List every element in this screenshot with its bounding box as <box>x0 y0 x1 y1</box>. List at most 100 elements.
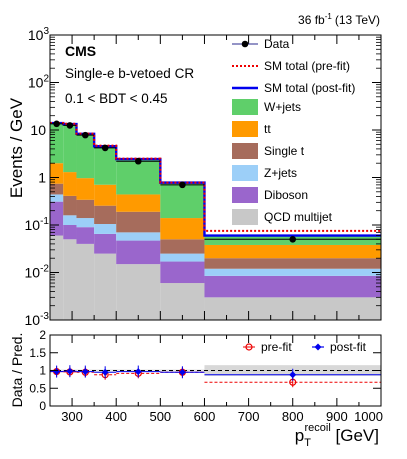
ratio-postfit-point <box>289 371 297 379</box>
legend-singlet-swatch <box>232 143 258 159</box>
stack-bar-qcd-multijet <box>160 283 205 320</box>
ratio-postfit-point <box>53 368 61 376</box>
ratio-x-tick-label: 1000 <box>354 409 383 424</box>
stack-bar-single-t <box>94 205 117 224</box>
legend-singlet-label: Single t <box>264 144 305 158</box>
stack-bar-qcd-multijet <box>94 253 117 320</box>
stack-bar-single-t <box>204 258 381 269</box>
data-point <box>82 131 89 139</box>
ratio-y-tick-label: 0.5 <box>29 381 46 395</box>
data-layer <box>50 120 381 243</box>
ratio-y-tick-label: 2 <box>39 328 46 342</box>
ratio-x-tick-label: 800 <box>282 409 304 424</box>
data-point <box>66 122 74 129</box>
stack-bar-diboson <box>94 233 117 254</box>
stack-bar-tt <box>50 163 64 184</box>
stack-bar-single-t <box>50 183 64 195</box>
legend-data-label: Data <box>264 37 290 51</box>
ratio-y-tick-label: 1 <box>39 364 46 378</box>
ratio-y-tick-label: 0 <box>39 399 46 413</box>
stack-bar-z-jets <box>116 232 161 241</box>
main-panel: 10-3 10-2 10-1 1 10 102 103 <box>25 26 382 328</box>
experiment-label: CMS <box>65 43 96 59</box>
lumi-label: 36 fb-1 (13 TeV) <box>298 12 380 27</box>
ratio-x-tick-label: 300 <box>61 409 83 424</box>
main-y-ticks: 10-3 10-2 10-1 1 10 102 103 <box>25 26 381 328</box>
legend-wjets-swatch <box>232 99 258 115</box>
legend-diboson-swatch <box>232 187 258 203</box>
stack-bar-z-jets <box>76 218 95 228</box>
legend-main: Data SM total (pre-fit) SM total (post-f… <box>232 37 355 225</box>
ratio-postfit-point <box>66 367 74 375</box>
legend-ratio-postfit-marker <box>314 343 322 351</box>
stack-bar-w-jets <box>116 159 161 195</box>
legend-prefit-label: SM total (pre-fit) <box>264 59 350 73</box>
stack-bar-w-jets <box>76 133 95 179</box>
ratio-x-tick-label: 400 <box>105 409 127 424</box>
main-y-tick-label: 10-3 <box>25 311 50 328</box>
legend-tt-swatch <box>232 121 258 137</box>
stack-bar-z-jets <box>63 215 77 225</box>
main-y-tick-label: 103 <box>28 26 50 43</box>
legend-wjets-label: W+jets <box>264 100 301 114</box>
stack-bar-z-jets <box>160 253 205 262</box>
ratio-y-tick-label: 1.5 <box>29 346 46 360</box>
ratio-x-tick-label: 700 <box>238 409 260 424</box>
ratio-x-ticks: 300 400 500 600 700 800 900 1000 <box>49 335 383 424</box>
main-y-tick-label: 10-2 <box>25 264 50 281</box>
stack-bar-z-jets <box>94 223 117 234</box>
cut-label: 0.1 < BDT < 0.45 <box>65 91 168 106</box>
data-point <box>289 235 297 243</box>
stack-bar-qcd-multijet <box>76 243 95 320</box>
stack-bar-tt <box>204 244 381 259</box>
main-x-ticks <box>49 35 382 320</box>
ratio-postfit-point <box>178 368 186 376</box>
stack-bar-w-jets <box>94 146 117 185</box>
stack-bar-tt <box>160 218 205 240</box>
stack-bar-tt <box>76 178 95 200</box>
main-y-tick-label: 1 <box>38 170 46 186</box>
ratio-points <box>50 365 381 388</box>
stack-bar-single-t <box>160 239 205 254</box>
y-axis-label-ratio: Data / Pred. <box>9 333 25 408</box>
data-point <box>53 120 60 128</box>
legend-tt-label: tt <box>264 122 271 136</box>
data-point <box>101 144 109 152</box>
ratio-panel: 0 0.5 1 1.5 2 300 400 500 600 700 800 900 1000 <box>29 328 383 424</box>
legend-data-marker <box>241 40 249 48</box>
legend-zjets-label: Z+jets <box>264 166 297 180</box>
ratio-x-tick-label: 900 <box>326 409 348 424</box>
y-axis-label-main: Events / GeV <box>7 97 26 198</box>
stack-bar-z-jets <box>204 268 381 276</box>
stack-bar-single-t <box>63 195 77 216</box>
stack-bar-diboson <box>116 240 161 265</box>
stack-bar-single-t <box>116 211 161 233</box>
legend-zjets-swatch <box>232 165 258 181</box>
data-point <box>134 157 142 165</box>
stack-bar-diboson <box>204 275 381 298</box>
stack-bar-qcd-multijet <box>116 264 161 320</box>
ratio-postfit-point <box>134 368 142 376</box>
stack-bar-single-t <box>76 199 95 219</box>
data-point <box>179 181 186 189</box>
stack-bar-tt <box>116 194 161 212</box>
main-y-tick-label: 10 <box>30 122 46 138</box>
ratio-postfit-point <box>81 368 89 376</box>
main-y-tick-label: 10-1 <box>25 216 50 233</box>
legend-postfit-label: SM total (post-fit) <box>264 81 355 95</box>
stack-bar-z-jets <box>50 194 64 202</box>
stack-bar-diboson <box>63 225 77 240</box>
ratio-x-tick-label: 500 <box>149 409 171 424</box>
stack-bar-diboson <box>160 261 205 284</box>
ratio-y-ticks: 0 0.5 1 1.5 2 <box>29 328 381 413</box>
stack-bar-tt <box>63 172 77 196</box>
legend-ratio-postfit-label: post-fit <box>330 340 367 354</box>
stack-bar-w-jets <box>160 182 205 219</box>
main-y-tick-label: 102 <box>28 74 50 91</box>
legend-ratio: pre-fit post-fit <box>243 340 367 354</box>
region-label: Single-e b-vetoed CR <box>65 66 194 81</box>
legend-qcd-swatch <box>232 209 258 225</box>
legend-ratio-prefit-label: pre-fit <box>261 340 292 354</box>
stack-bar-w-jets <box>50 123 64 164</box>
